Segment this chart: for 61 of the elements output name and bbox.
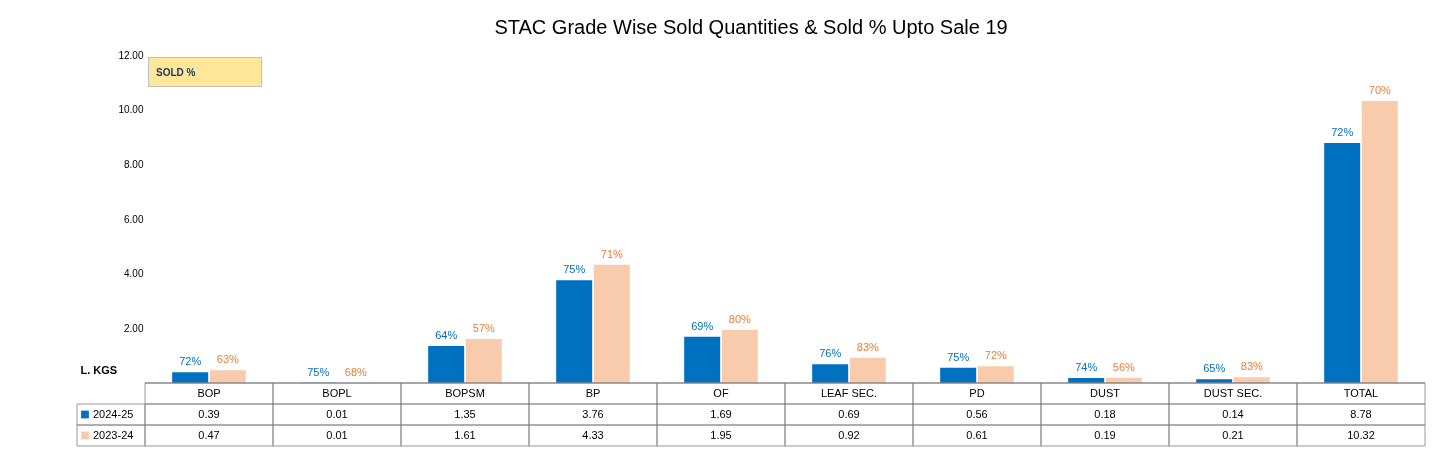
- data-label: 10.32: [1347, 428, 1375, 441]
- annotation: 72%: [179, 355, 202, 368]
- data-label: 4.33: [582, 428, 604, 441]
- annotation: 83%: [1240, 360, 1264, 373]
- data-label: 0.14: [1222, 407, 1244, 420]
- y-tick-label: 4.00: [124, 268, 144, 280]
- data-label: 1.35: [454, 407, 476, 420]
- y-tick-label: 12.00: [118, 49, 144, 61]
- annotation: 71%: [600, 247, 624, 260]
- data-label: 0.56: [966, 407, 988, 420]
- data-label: 0.47: [198, 428, 220, 441]
- data-label: 0.19: [1094, 428, 1116, 441]
- data-label: 0.18: [1094, 407, 1116, 420]
- x-tick-label: BOP: [197, 386, 221, 399]
- data-label: 1.61: [454, 428, 476, 441]
- legend-label: 2024-25: [93, 407, 134, 420]
- annotation: 70%: [1368, 83, 1392, 96]
- y-tick-label: 10.00: [118, 104, 144, 116]
- data-label: 0.01: [326, 407, 348, 420]
- data-label: 3.76: [582, 407, 604, 420]
- data-label: 0.61: [966, 428, 988, 441]
- legend-label: 2023-24: [93, 428, 134, 441]
- y-axis-title: L. KGS: [80, 363, 118, 376]
- annotation: 75%: [563, 263, 586, 276]
- y-tick-label: 6.00: [124, 213, 144, 225]
- y-tick-label: 2.00: [124, 322, 144, 334]
- annotation: 63%: [216, 353, 240, 366]
- annotation: 72%: [1331, 126, 1354, 139]
- x-tick-label: DUST: [1090, 386, 1121, 399]
- data-label: 1.95: [710, 428, 732, 441]
- x-tick-label: PD: [969, 386, 985, 399]
- note-box: SOLD %: [148, 57, 262, 87]
- data-label: 1.69: [710, 407, 732, 420]
- data-label: 0.92: [838, 428, 860, 441]
- x-tick-label: OF: [713, 386, 729, 399]
- annotation: 74%: [1075, 361, 1098, 374]
- data-label: 0.21: [1222, 428, 1244, 441]
- x-tick-label: TOTAL: [1343, 386, 1379, 399]
- annotation: 69%: [691, 319, 714, 332]
- chart-title: STAC Grade Wise Sold Quantities & Sold % Upto Sale 19: [494, 16, 1008, 38]
- annotation: 75%: [947, 350, 970, 363]
- annotation: 72%: [984, 349, 1008, 362]
- x-tick-label: LEAF SEC.: [820, 386, 878, 399]
- x-tick-label: BOPL: [322, 386, 352, 399]
- annotation: 75%: [307, 365, 330, 378]
- annotation: 76%: [819, 347, 842, 360]
- data-label: 0.69: [838, 407, 860, 420]
- annotation: 56%: [1112, 360, 1136, 373]
- x-tick-label: BP: [585, 386, 601, 399]
- annotation: 83%: [856, 340, 880, 353]
- data-label: 8.78: [1350, 407, 1372, 420]
- x-tick-label: DUST SEC.: [1203, 386, 1263, 399]
- annotation: 57%: [472, 321, 496, 334]
- annotation: 64%: [435, 329, 458, 342]
- y-tick-label: 8.00: [124, 158, 144, 170]
- x-tick-label: BOPSM: [445, 386, 485, 399]
- data-label: 0.39: [198, 407, 220, 420]
- annotation: 65%: [1203, 362, 1226, 375]
- annotation: 68%: [344, 365, 368, 378]
- data-label: 0.01: [326, 428, 348, 441]
- annotation: 80%: [728, 312, 752, 325]
